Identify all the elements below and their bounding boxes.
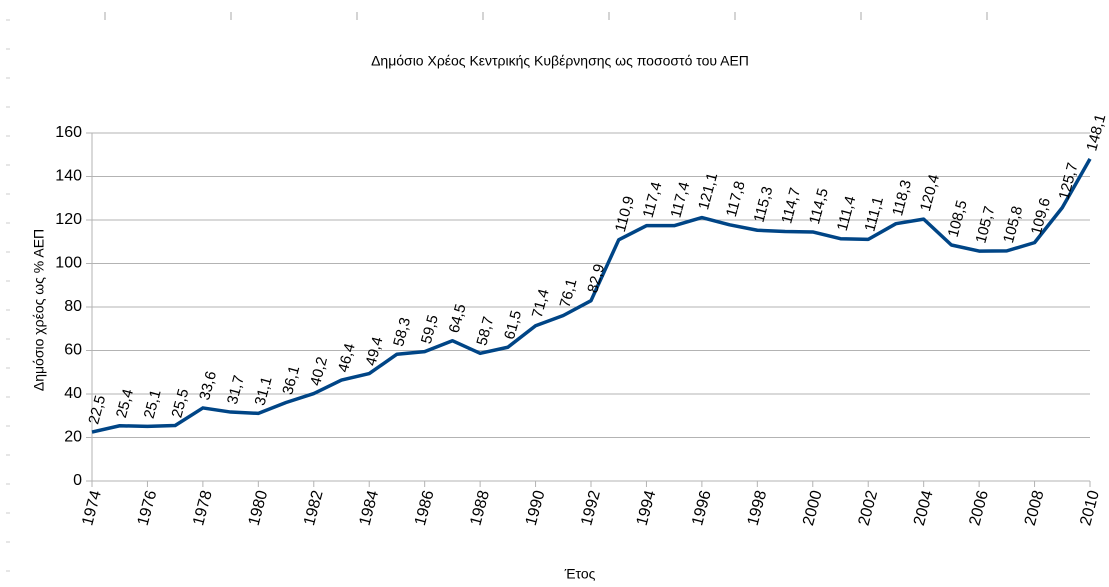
y-tick-label: 60	[64, 342, 82, 359]
x-axis-label: Έτος	[564, 566, 596, 582]
y-tick-label: 100	[55, 255, 82, 272]
data-label: 36,1	[279, 364, 303, 397]
y-tick-label: 80	[64, 298, 82, 315]
chart-title: Δημόσιο Χρέος Κεντρικής Κυβέρνησης ως πο…	[371, 53, 749, 69]
data-label: 31,1	[252, 375, 276, 408]
y-tick-label: 120	[55, 211, 82, 228]
data-label: 25,5	[168, 387, 192, 420]
y-tick-label: 40	[64, 385, 82, 402]
data-label: 82,9	[584, 262, 608, 295]
data-label: 49,4	[362, 335, 386, 368]
data-label: 25,4	[113, 387, 137, 420]
y-axis-label: Δημόσιο χρέος ως % ΑΕΠ	[31, 229, 47, 391]
data-label: 71,4	[529, 287, 553, 320]
data-label: 59,5	[418, 313, 442, 346]
y-tick-label: 20	[64, 429, 82, 446]
data-label: 58,3	[390, 316, 414, 349]
data-label: 61,5	[501, 309, 525, 342]
y-tick-label: 0	[73, 472, 82, 489]
data-label: 76,1	[557, 277, 581, 310]
data-label: 58,7	[473, 315, 497, 348]
line	[91, 158, 1092, 434]
data-label: 40,2	[307, 355, 331, 388]
data-label: 25,1	[141, 388, 165, 421]
y-tick-label: 160	[55, 124, 82, 141]
data-label: 31,7	[224, 374, 248, 407]
data-label: 64,5	[446, 302, 470, 335]
data-label: 46,4	[335, 342, 359, 375]
data-label: 33,6	[196, 369, 220, 402]
data-label: 22,5	[85, 394, 109, 427]
y-tick-label: 140	[55, 168, 82, 185]
